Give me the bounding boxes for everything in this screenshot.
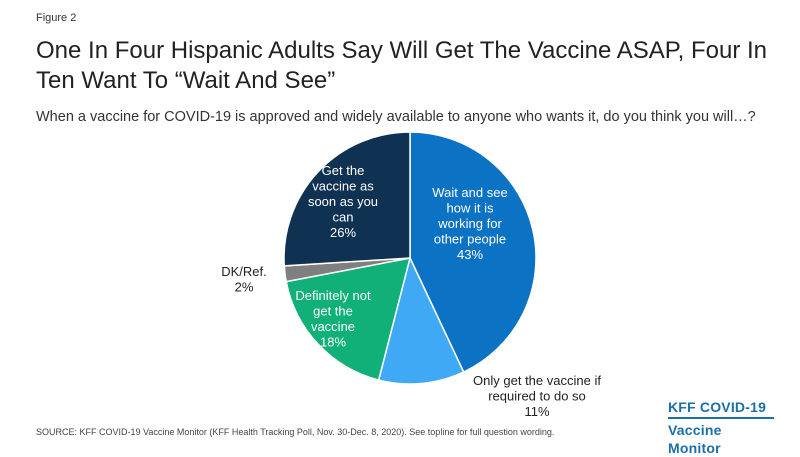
chart-question: When a vaccine for COVID-19 is approved … — [36, 109, 756, 125]
slice-label: Get the vaccine as soon as you can 26% — [308, 163, 378, 240]
slice-label: Wait and see how it is working for other pe… — [432, 185, 507, 262]
pie-slice — [409, 131, 537, 374]
slice-label: Definitely not get the vaccine 18% — [295, 288, 371, 350]
brand-divider — [668, 417, 774, 419]
brand-line-1: KFF COVID-19 — [668, 399, 767, 415]
figure-label: Figure 2 — [36, 12, 77, 24]
kff-brand-logo: KFF COVID-19 Vaccine Monitor — [668, 398, 778, 457]
brand-line-2: Vaccine Monitor — [668, 422, 722, 456]
pie-slice — [283, 131, 411, 267]
source-note: SOURCE: KFF COVID-19 Vaccine Monitor (KF… — [36, 427, 555, 437]
pie-slice — [377, 255, 465, 385]
pie-slice — [285, 257, 412, 381]
slice-label: DK/Ref. 2% — [221, 264, 267, 295]
chart-title: One In Four Hispanic Adults Say Will Get… — [36, 37, 768, 94]
slice-label: Only get the vaccine if required to do so… — [473, 373, 601, 419]
